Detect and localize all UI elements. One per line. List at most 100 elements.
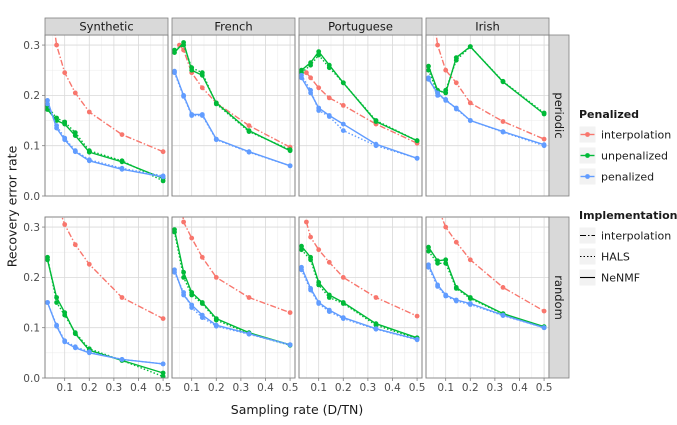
data-point-penalized — [189, 113, 195, 118]
data-point-penalized — [326, 309, 332, 314]
data-point-unpenalized — [72, 330, 78, 336]
data-point-interpolation — [316, 247, 322, 253]
data-point-interpolation — [453, 80, 459, 86]
data-point-unpenalized — [287, 147, 293, 153]
column-strip-label-portuguese: Portuguese — [328, 20, 393, 34]
data-point-interpolation — [246, 295, 252, 300]
data-point-penalized — [54, 322, 59, 328]
data-point-unpenalized — [54, 115, 59, 121]
data-point-penalized — [426, 75, 431, 81]
x-tick-label: 0.4 — [257, 382, 274, 394]
x-tick-label: 0.5 — [536, 382, 553, 394]
data-point-penalized — [443, 97, 449, 102]
column-strip — [171, 17, 296, 36]
data-point-interpolation — [287, 310, 293, 315]
y-tick-label: 0.1 — [23, 322, 40, 334]
x-tick-label: 0.5 — [155, 382, 172, 394]
data-point-unpenalized — [316, 282, 322, 288]
data-point-unpenalized — [500, 78, 506, 84]
legend-label-penalized: penalized — [601, 171, 654, 184]
data-point-interpolation — [340, 103, 346, 108]
data-point-penalized — [119, 165, 125, 171]
data-point-unpenalized — [172, 47, 177, 53]
row-strip-label-random: random — [552, 275, 566, 320]
legend-label-unpenalized: unpenalized — [601, 150, 668, 163]
x-tick-label: 0.4 — [384, 382, 401, 394]
data-point-unpenalized — [467, 296, 473, 301]
legend-key-hals: HALS — [578, 247, 630, 266]
panel-border — [298, 216, 423, 379]
legend-penalized: Penalized interpolation unpenalized penaliz… — [578, 108, 671, 186]
data-point-penalized — [119, 357, 125, 362]
data-point-interpolation — [467, 257, 473, 263]
data-point-interpolation — [340, 275, 346, 280]
data-point-interpolation — [304, 219, 309, 225]
series-group — [299, 219, 420, 343]
panel-french-random — [171, 216, 296, 379]
data-point-penalized — [453, 298, 459, 304]
x-tick-label: 0.3 — [233, 382, 250, 394]
data-point-interpolation — [326, 259, 332, 265]
data-point-interpolation — [308, 234, 313, 240]
legend-label-nenmf: NeNMF — [601, 272, 640, 285]
data-point-unpenalized — [299, 247, 304, 253]
data-point-interpolation — [500, 285, 506, 290]
data-point-unpenalized — [316, 52, 322, 58]
data-point-interpolation — [467, 100, 473, 106]
data-point-interpolation — [500, 119, 506, 124]
data-point-unpenalized — [414, 138, 420, 144]
data-point-unpenalized — [45, 254, 50, 260]
data-point-interpolation — [246, 123, 252, 128]
data-point-unpenalized — [213, 101, 219, 107]
column-strip — [298, 17, 423, 36]
data-point-penalized — [426, 264, 431, 270]
y-tick-label: 0.3 — [23, 40, 40, 52]
data-point-interpolation — [72, 242, 78, 248]
panel-background — [44, 34, 169, 197]
data-point-penalized — [299, 72, 304, 78]
data-point-penalized — [172, 269, 177, 275]
data-point-unpenalized — [189, 65, 195, 71]
data-point-penalized — [160, 173, 166, 179]
legend-key-point — [585, 153, 590, 158]
data-point-interpolation — [435, 205, 440, 210]
data-point-unpenalized — [172, 229, 177, 235]
x-tick-label: 0.5 — [409, 382, 426, 394]
data-point-penalized — [246, 331, 252, 337]
data-point-penalized — [181, 94, 187, 99]
legend-label-interpolation: interpolation — [601, 129, 671, 142]
data-point-interpolation — [119, 132, 125, 138]
x-tick-label: 0.2 — [208, 382, 225, 394]
y-tick-label: 0.2 — [23, 90, 40, 102]
data-point-penalized — [181, 290, 187, 295]
data-point-unpenalized — [199, 301, 205, 306]
data-point-unpenalized — [467, 44, 473, 49]
data-point-unpenalized — [62, 119, 68, 125]
column-strip — [44, 17, 169, 36]
data-point-unpenalized — [453, 57, 459, 63]
panel-synthetic-periodic — [44, 34, 169, 197]
data-point-penalized — [287, 342, 293, 348]
y-tick-label: 0.3 — [23, 222, 40, 234]
column-strip-label-irish: Irish — [475, 20, 500, 34]
data-point-penalized — [500, 129, 506, 135]
y-tick-label: 0.0 — [23, 191, 40, 203]
data-point-interpolation — [308, 75, 313, 81]
row-strip — [548, 216, 570, 379]
data-point-unpenalized — [246, 129, 252, 135]
data-point-unpenalized — [181, 275, 187, 280]
data-point-penalized — [160, 361, 166, 367]
panel-portuguese-periodic — [298, 34, 423, 197]
data-point-penalized — [414, 155, 420, 161]
legend-key-penalized: penalized — [578, 167, 654, 186]
data-point-penalized — [45, 300, 50, 305]
panel-background — [425, 34, 550, 197]
x-tick-label: 0.1 — [437, 382, 454, 394]
data-point-penalized — [213, 137, 219, 143]
data-point-penalized — [246, 149, 252, 155]
data-point-penalized — [308, 287, 313, 293]
x-tick-label: 0.4 — [511, 382, 528, 394]
panel-background — [171, 216, 296, 379]
data-point-penalized — [443, 293, 449, 299]
